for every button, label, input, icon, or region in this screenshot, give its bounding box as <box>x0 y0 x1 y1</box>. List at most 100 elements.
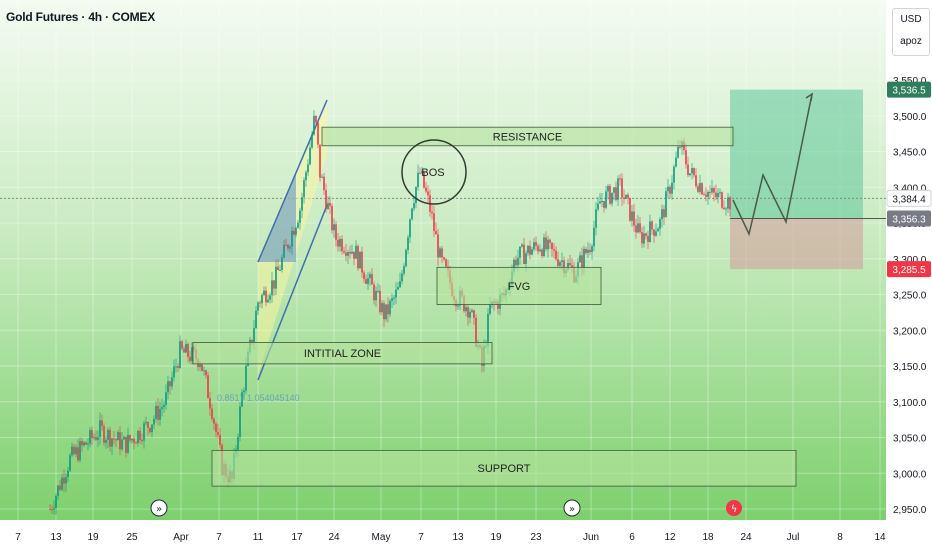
candle-body <box>359 251 361 269</box>
candle-body <box>703 194 705 196</box>
candle-body <box>631 211 633 221</box>
candle-body <box>61 477 63 490</box>
candle-body <box>91 430 93 439</box>
candle-body <box>405 249 407 267</box>
candle-body <box>589 249 591 253</box>
candle-body <box>727 197 729 209</box>
candle-body <box>619 178 621 180</box>
candle-body <box>439 248 441 258</box>
candle-body <box>287 244 289 249</box>
candle-body <box>151 424 153 433</box>
candle-body <box>427 191 429 196</box>
candle-body <box>219 434 221 446</box>
candle-body <box>637 223 639 233</box>
candle-body <box>153 418 155 425</box>
candle-body <box>81 441 83 446</box>
candle-body <box>169 381 171 387</box>
candle-body <box>531 249 533 255</box>
candle-body <box>357 245 359 269</box>
zone-label: SUPPORT <box>478 463 531 475</box>
candle-body <box>707 191 709 197</box>
candle-body <box>533 242 535 250</box>
candle-body <box>605 191 607 208</box>
candle-body <box>345 252 347 256</box>
candle-body <box>201 364 203 371</box>
candle-body <box>591 246 593 253</box>
candle-body <box>265 290 267 303</box>
candle-body <box>613 187 615 193</box>
candle-body <box>425 187 427 192</box>
zone-fvg <box>436 266 602 305</box>
candle-body <box>641 232 643 244</box>
candle-body <box>293 230 295 235</box>
candle-body <box>413 203 415 209</box>
candle-body <box>149 427 151 433</box>
candle-body <box>49 509 51 510</box>
candle-body <box>271 280 273 296</box>
candle-body <box>435 230 437 235</box>
candle-body <box>337 239 339 247</box>
zone-intitial-zone <box>192 342 493 365</box>
zone-label: FVG <box>508 281 531 293</box>
candle-body <box>519 246 521 258</box>
candle-body <box>549 239 551 243</box>
candle-body <box>203 370 205 372</box>
candle-body <box>355 245 357 259</box>
candle-body <box>131 438 133 441</box>
price-axis[interactable]: 3,550.03,500.03,450.03,400.03,350.03,300… <box>886 76 932 516</box>
candle-body <box>693 168 695 176</box>
candle-body <box>129 434 131 441</box>
candle-body <box>255 310 257 329</box>
candle-body <box>653 229 655 236</box>
candle-body <box>673 166 675 183</box>
candle-body <box>717 192 719 198</box>
x-tick-label: 23 <box>530 532 542 543</box>
candle-body <box>659 219 661 229</box>
candle-body <box>401 273 403 282</box>
y-tick-label: 3,000.0 <box>893 469 927 480</box>
candle-body <box>245 365 247 391</box>
candle-body <box>417 172 419 188</box>
candle-body <box>283 244 285 258</box>
candle-body <box>539 249 541 252</box>
candle-body <box>341 238 343 252</box>
candle-body <box>87 443 89 445</box>
candle-body <box>513 259 515 272</box>
event-marker-glyph: » <box>156 504 162 515</box>
x-tick-label: 19 <box>490 532 502 543</box>
currency-box[interactable]: USD apoz <box>892 8 930 56</box>
time-axis[interactable]: 7 13 19 25 Apr 7 11 17 24 May 7 13 19 23 Jun 6 12 18 24 Jul… <box>15 532 886 543</box>
chart-title: Gold Futures · 4h · COMEX <box>6 10 156 24</box>
price-label-text: 3,536.5 <box>892 86 926 97</box>
candle-body <box>175 366 177 368</box>
candle-body <box>53 508 55 510</box>
profit-zone <box>730 89 863 219</box>
x-tick-label: 24 <box>328 532 340 543</box>
candle-body <box>563 260 565 274</box>
candle-body <box>467 307 469 318</box>
candle-body <box>363 272 365 280</box>
x-tick-label: Jul <box>787 532 800 543</box>
y-tick-label: 3,250.0 <box>893 291 927 302</box>
candle-body <box>263 290 265 296</box>
x-tick-label: 24 <box>740 532 752 543</box>
candle-body <box>93 437 95 439</box>
y-tick-label: 2,950.0 <box>893 505 927 516</box>
candle-body <box>99 420 101 438</box>
trade-position-box[interactable] <box>0 89 886 270</box>
candle-body <box>121 439 123 450</box>
candle-body <box>695 175 697 187</box>
candle-body <box>671 182 673 194</box>
candle-body <box>437 234 439 258</box>
candle-body <box>165 392 167 405</box>
candle-body <box>67 470 69 478</box>
channel-upper <box>257 99 328 263</box>
candle-body <box>353 251 355 259</box>
candle-body <box>699 183 701 192</box>
x-tick-label: Apr <box>173 532 189 543</box>
x-tick-label: 13 <box>50 532 62 543</box>
drawings-layer[interactable]: BOS 0.8517 1.054045140 » » ϟ <box>150 92 813 517</box>
candle-body <box>77 447 79 461</box>
